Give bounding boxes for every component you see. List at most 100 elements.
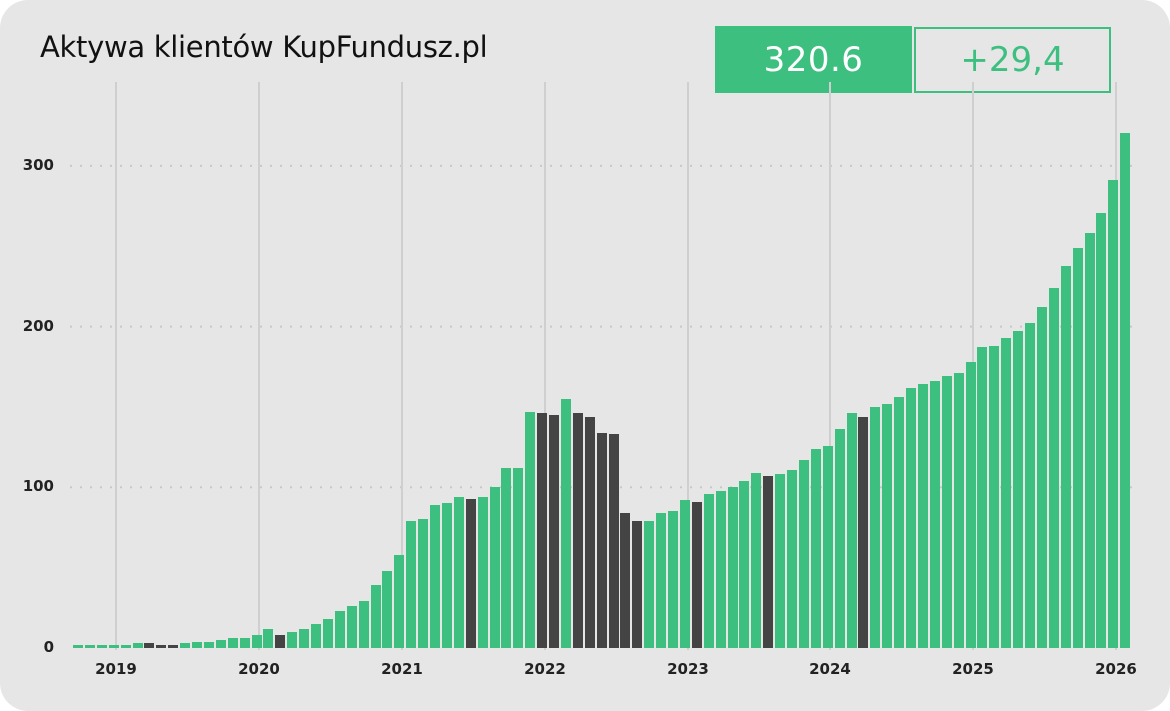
x-tick-label: 2019 xyxy=(95,660,137,678)
bar-increase xyxy=(798,459,809,648)
bar-increase xyxy=(846,413,857,648)
bar-increase xyxy=(1108,180,1119,648)
bar-increase xyxy=(346,606,357,648)
bar-increase xyxy=(441,503,452,648)
bar-increase xyxy=(1096,212,1107,648)
bar-increase xyxy=(287,631,298,648)
bar-increase xyxy=(882,403,893,648)
bar-decline xyxy=(632,521,643,648)
bar-decline xyxy=(584,416,595,648)
bar-decline xyxy=(691,501,702,648)
bar-increase xyxy=(679,500,690,648)
bar-increase xyxy=(560,398,571,648)
y-tick-label: 0 xyxy=(43,638,54,656)
x-tick-label: 2024 xyxy=(809,660,851,678)
bar-increase xyxy=(394,554,405,648)
bar-increase xyxy=(132,643,143,648)
y-tick-label: 300 xyxy=(22,155,54,174)
bar-increase xyxy=(1001,337,1012,648)
y-tick-label: 100 xyxy=(22,477,54,496)
bar-increase xyxy=(227,638,238,648)
bar-increase xyxy=(477,496,488,648)
bar-increase xyxy=(1048,288,1059,648)
bar-decline xyxy=(156,644,167,648)
bar-increase xyxy=(775,474,786,648)
bar-increase xyxy=(84,645,95,648)
bar-increase xyxy=(727,487,738,648)
kpi-current-value: 320.6 xyxy=(715,26,912,93)
bar-increase xyxy=(501,468,512,648)
bar-increase xyxy=(977,347,988,648)
bar-increase xyxy=(1060,265,1071,648)
x-tick-label: 2023 xyxy=(667,660,709,678)
bar-increase xyxy=(1013,331,1024,648)
bar-increase xyxy=(263,628,274,648)
x-tick-label: 2020 xyxy=(238,660,280,678)
x-tick-label: 2025 xyxy=(952,660,994,678)
bar-increase xyxy=(513,468,524,648)
bar-increase xyxy=(941,376,952,648)
bar-increase xyxy=(894,397,905,648)
bar-increase xyxy=(965,361,976,648)
bar-increase xyxy=(525,411,536,648)
bar-increase xyxy=(1025,323,1035,648)
y-tick-label: 200 xyxy=(22,316,54,335)
bar-increase xyxy=(739,480,750,648)
bar-increase xyxy=(406,521,417,648)
bar-increase xyxy=(251,635,262,648)
bar-increase xyxy=(870,406,881,648)
bar-increase xyxy=(668,511,678,648)
bar-increase xyxy=(311,623,321,648)
bar-increase xyxy=(1120,132,1131,648)
bar-increase xyxy=(989,345,1000,648)
bar-decline xyxy=(549,414,559,648)
bar-decline xyxy=(608,434,619,648)
bar-increase xyxy=(715,490,726,648)
bar-increase xyxy=(1084,233,1095,648)
bar-increase xyxy=(108,645,119,648)
bar-increase xyxy=(489,487,500,648)
bar-increase xyxy=(299,628,310,648)
bar-increase xyxy=(430,504,440,648)
bar-increase xyxy=(822,445,833,648)
bar-increase xyxy=(239,638,250,648)
x-tick-label: 2022 xyxy=(524,660,566,678)
bar-decline xyxy=(596,432,607,648)
bar-increase xyxy=(1036,307,1047,648)
bar-increase xyxy=(453,496,464,648)
bar-increase xyxy=(787,469,797,648)
bar-increase xyxy=(810,448,821,648)
bar-increase xyxy=(215,639,226,648)
bar-increase xyxy=(192,641,202,648)
bar-increase xyxy=(1072,247,1083,648)
bar-decline xyxy=(858,416,869,648)
bar-increase xyxy=(906,387,916,648)
bar-increase xyxy=(370,585,381,648)
bar-decline xyxy=(465,498,476,648)
x-tick-label: 2021 xyxy=(381,660,423,678)
bar-increase xyxy=(644,521,655,648)
bar-increase xyxy=(180,643,191,648)
bar-increase xyxy=(917,384,928,648)
bar-decline xyxy=(763,476,774,648)
bar-decline xyxy=(537,413,548,648)
bar-increase xyxy=(703,493,714,648)
bar-decline xyxy=(144,643,155,648)
bar-decline xyxy=(275,635,286,648)
bar-increase xyxy=(334,611,345,648)
bar-increase xyxy=(382,570,393,648)
bar-increase xyxy=(751,472,762,648)
bar-decline xyxy=(620,513,631,648)
bar-increase xyxy=(834,429,845,648)
bar-increase xyxy=(929,381,940,648)
kpi-change-value: +29,4 xyxy=(914,27,1111,93)
bar-decline xyxy=(168,644,179,648)
bar-increase xyxy=(322,619,333,648)
bar-decline xyxy=(572,413,583,648)
bar-increase xyxy=(358,601,369,648)
bar-increase xyxy=(656,513,667,648)
x-tick-label: 2026 xyxy=(1095,660,1137,678)
bar-increase xyxy=(203,641,214,648)
bar-increase xyxy=(73,645,83,648)
